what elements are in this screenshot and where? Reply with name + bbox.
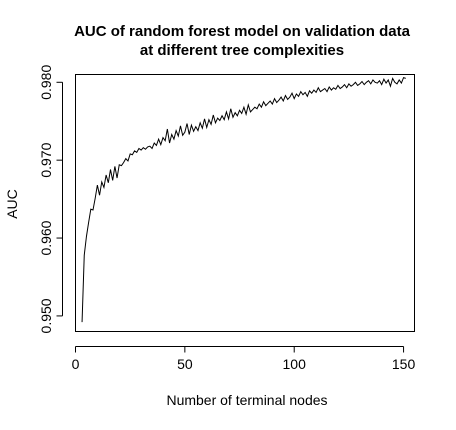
y-tick-label: 0.980 [38, 65, 54, 100]
x-axis-label: Number of terminal nodes [166, 392, 327, 408]
chart-title-line-2: at different tree complexities [140, 42, 344, 59]
y-tick-label: 0.970 [38, 142, 54, 177]
y-axis-label: AUC [4, 189, 20, 219]
x-tick-label: 50 [177, 356, 193, 372]
x-tick-label: 100 [283, 356, 307, 372]
x-tick-label: 0 [72, 356, 80, 372]
series-line-auc [81, 76, 406, 323]
x-axis: 0 50 100 150 [72, 346, 416, 372]
y-tick-label: 0.950 [38, 298, 54, 333]
x-tick-label: 150 [392, 356, 416, 372]
y-tick-label: 0.960 [38, 220, 54, 255]
chart-title-line-1: AUC of random forest model on validation… [74, 23, 411, 40]
plot-frame [75, 74, 415, 332]
y-axis: 0.950 0.960 0.970 0.980 [38, 65, 63, 333]
